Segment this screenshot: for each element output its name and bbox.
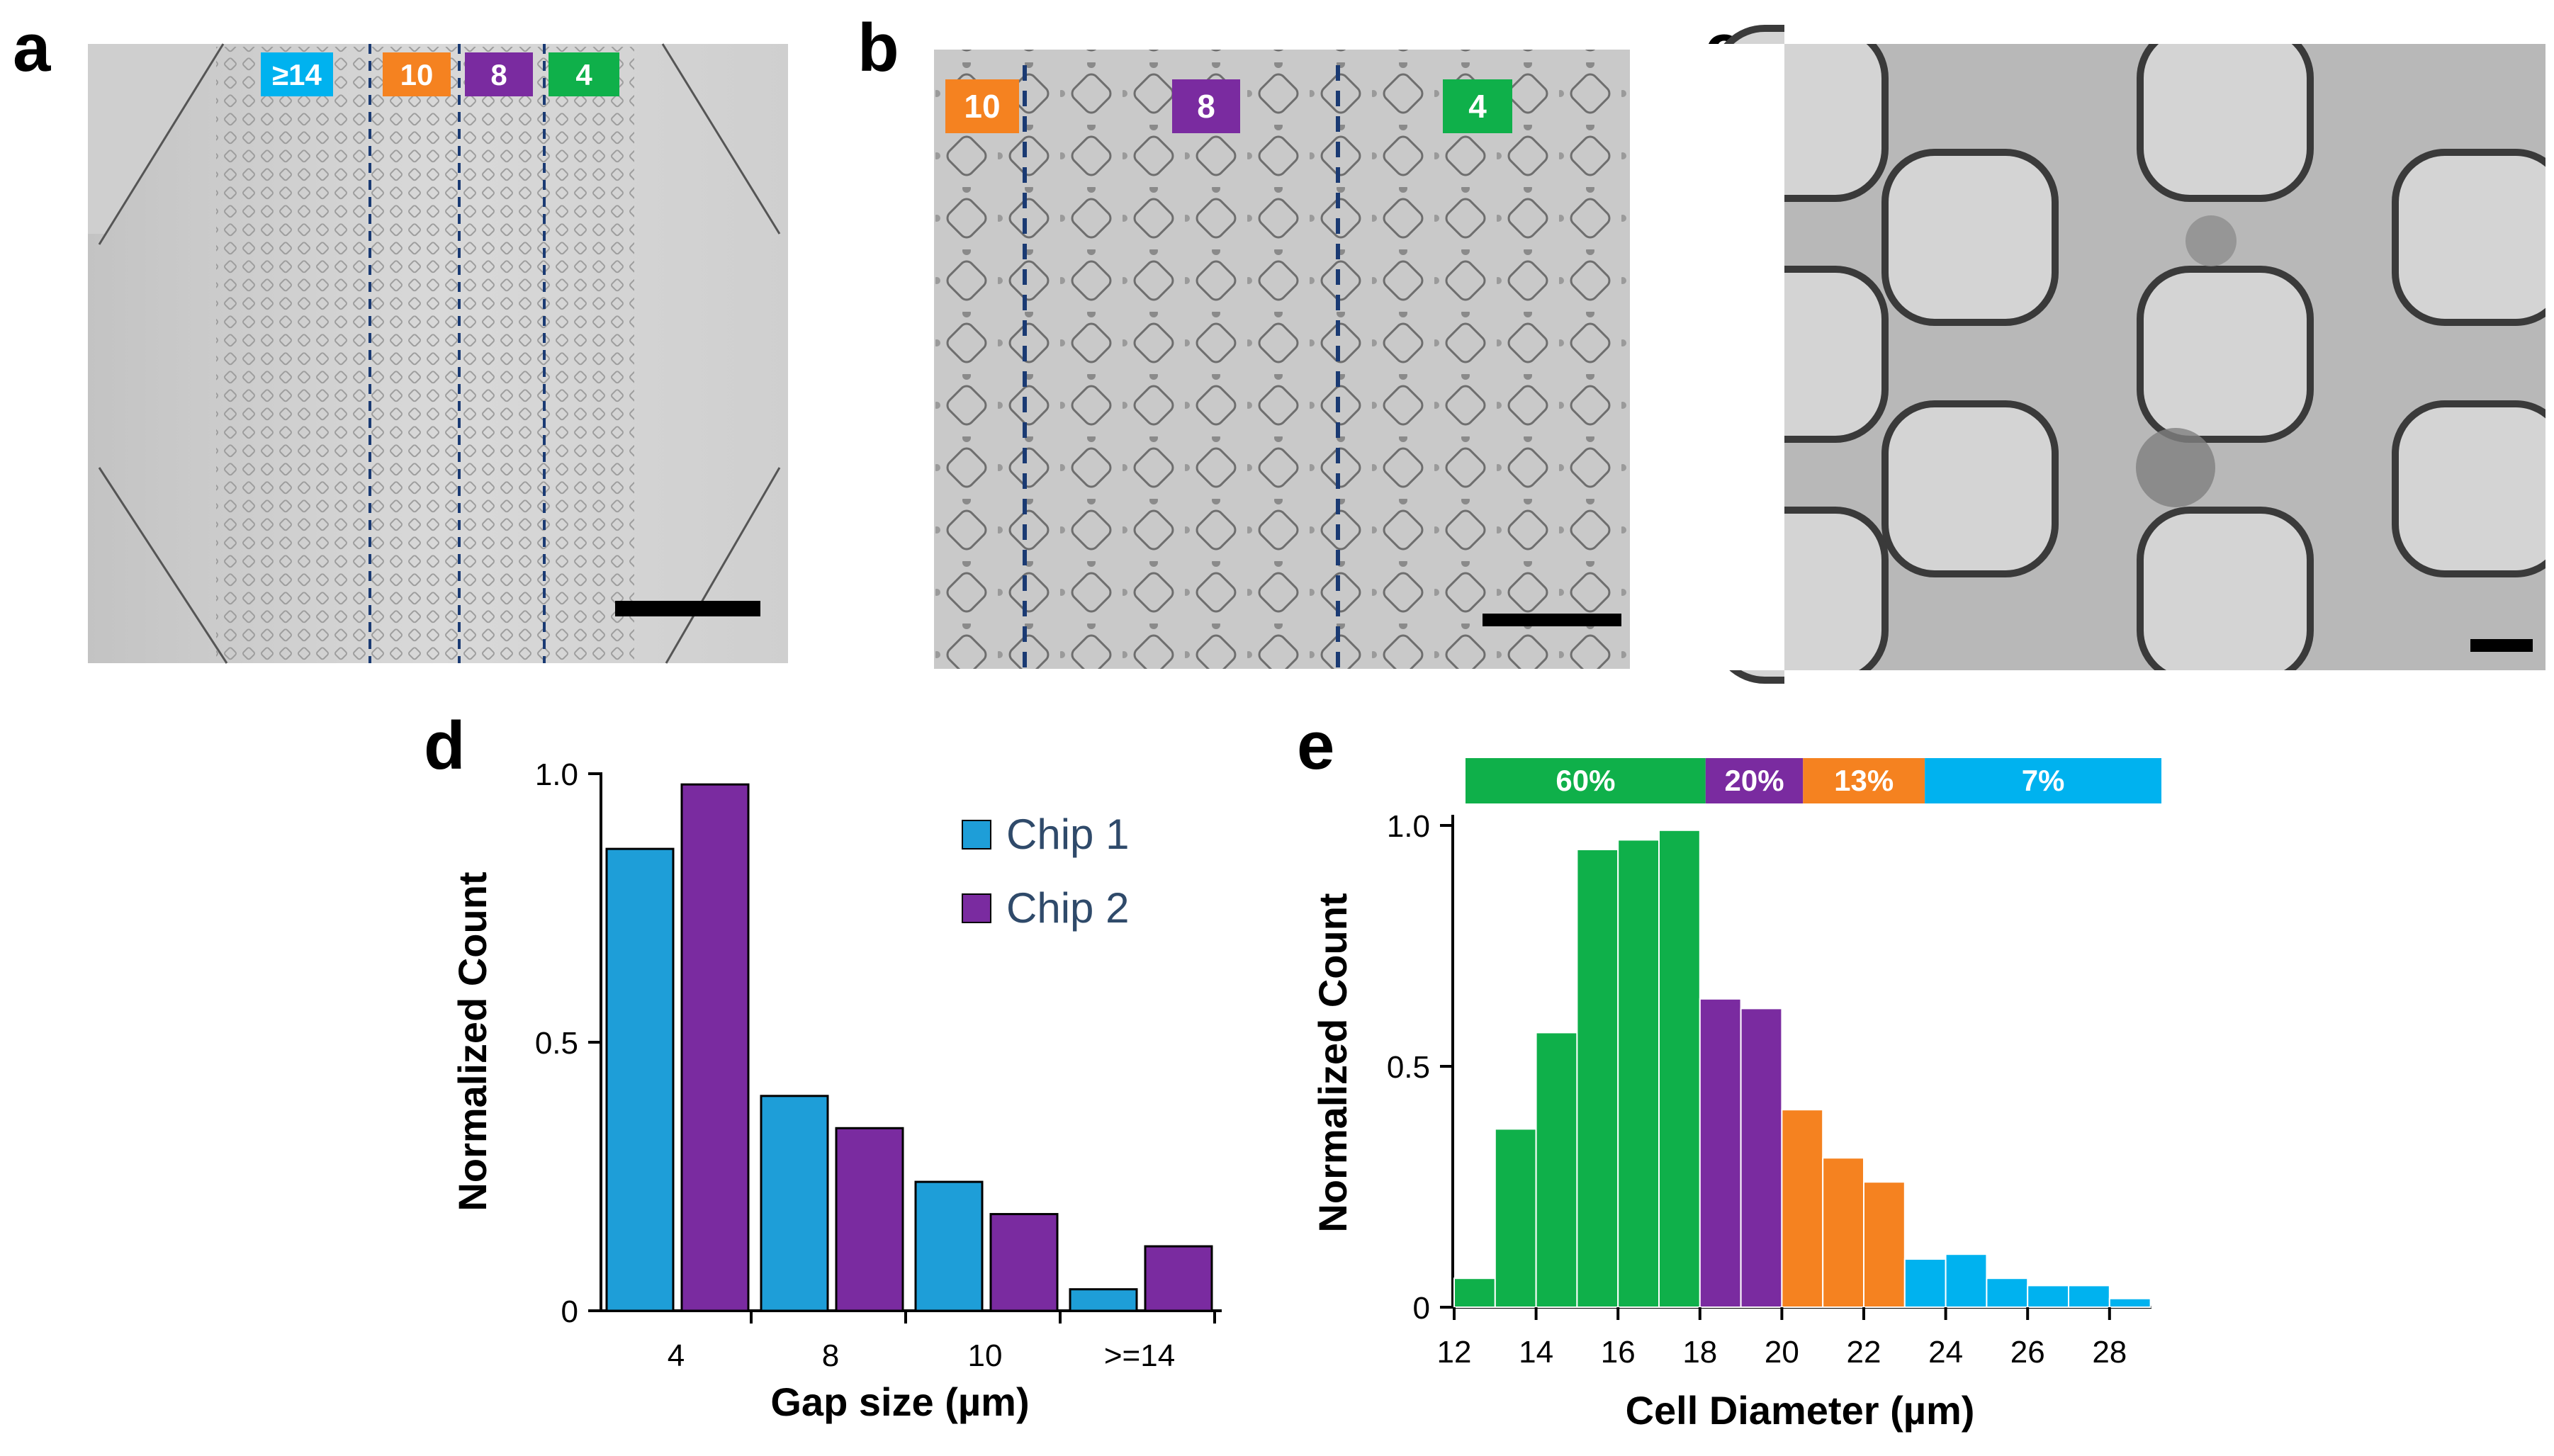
chart-e-xtick-label: 20 (1765, 1335, 1799, 1370)
badge-b-10: 10 (964, 88, 1000, 125)
chart-e-xtick-label: 14 (1519, 1335, 1553, 1370)
chart-e-bar-14 (2027, 1285, 2069, 1309)
micrograph-c (1630, 0, 2554, 713)
legend-label-chip1: Chip 1 (1006, 811, 1129, 858)
percent-segment-purple (1705, 758, 1804, 803)
chart-e-bar-13 (1986, 1277, 2029, 1308)
badge-a-14: ≥14 (272, 58, 322, 91)
chart-d-xtick-label: 4 (668, 1338, 685, 1373)
micrograph-a (88, 43, 788, 664)
chart-e-bar-3 (1576, 849, 1619, 1308)
chart-d-ytick-label: 1.0 (535, 757, 578, 792)
chart-d-bar-chip2-3 (1144, 1245, 1213, 1312)
chart-e-ytick-label: 0 (1413, 1291, 1430, 1326)
micrograph-a-badges: ≥14 10 8 4 (261, 52, 619, 96)
chart-e-xtick-label: 28 (2092, 1335, 2127, 1370)
legend-label-chip2: Chip 2 (1006, 884, 1129, 932)
chart-e-ytick-label: 0.5 (1387, 1050, 1430, 1085)
chart-e-bar-5 (1658, 829, 1701, 1309)
chart-e-bar-7 (1740, 1008, 1783, 1309)
chart-d-bar-chip2-2 (989, 1213, 1059, 1312)
chart-d-ytick-label: 0.5 (535, 1026, 578, 1061)
chart-d-bar-chip2-0 (680, 783, 750, 1312)
chart-e-xtick-label: 22 (1847, 1335, 1881, 1370)
badge-a-10: 10 (400, 58, 434, 91)
chart-d-bar-chip1-0 (605, 847, 675, 1312)
chart-e-bar-16 (2108, 1297, 2151, 1309)
badge-b-8: 8 (1197, 88, 1215, 125)
chart-d-bar-chip1-3 (1069, 1288, 1138, 1312)
percent-label-cyan: 7% (2022, 764, 2065, 797)
chart-d: Normalized Count Gap size (µm) Chip 1 Ch… (450, 757, 1222, 1424)
chart-e-bar-15 (2068, 1285, 2110, 1309)
chart-e-ylabel: Normalized Count (1310, 893, 1355, 1232)
chart-d-xtick-label: 8 (822, 1338, 839, 1373)
chart-e-xtick-label: 16 (1601, 1335, 1636, 1370)
chart-e-bar-12 (1945, 1253, 1988, 1308)
badge-a-4: 4 (575, 58, 592, 91)
chart-e-xtick-label: 24 (1928, 1335, 1963, 1370)
chart-e-bar-2 (1535, 1032, 1578, 1309)
chart-d-bar-chip1-2 (914, 1180, 984, 1312)
chart-e-bar-8 (1781, 1109, 1824, 1308)
chart-d-xlabel: Gap size (µm) (770, 1379, 1029, 1424)
chart-d-ylabel: Normalized Count (450, 871, 495, 1211)
micrograph-b (934, 50, 1638, 669)
percent-label-purple: 20% (1724, 764, 1784, 797)
chart-e: Normalized Count Cell Diameter (µm) 0 0.5… (1310, 758, 2161, 1433)
percent-label-green: 60% (1556, 764, 1615, 797)
chart-e-bar-0 (1453, 1277, 1496, 1308)
panel-label-b: b (857, 10, 899, 86)
chart-e-ytick-label: 1.0 (1387, 809, 1430, 844)
chart-e-xtick-label: 18 (1682, 1335, 1717, 1370)
chart-e-bar-9 (1822, 1157, 1864, 1308)
micrograph-b-badges: 10 8 4 (945, 79, 1512, 133)
chart-e-bar-1 (1494, 1128, 1537, 1309)
panel-label-d: d (424, 708, 466, 784)
chart-e-bar-10 (1863, 1181, 1906, 1308)
chart-e-bar-11 (1903, 1258, 1947, 1308)
percent-segment-green (1466, 758, 1706, 803)
chart-d-bar-chip2-1 (835, 1127, 904, 1312)
chart-d-xtick-label: >=14 (1104, 1338, 1175, 1373)
badge-a-8: 8 (490, 58, 507, 91)
chart-d-bar-chip1-1 (760, 1095, 829, 1312)
chart-e-xtick-label: 26 (2010, 1335, 2045, 1370)
badge-b-4: 4 (1468, 88, 1487, 125)
chart-d-ytick-label: 0 (561, 1294, 578, 1329)
legend-swatch-chip1 (962, 820, 991, 850)
panel-label-a: a (13, 10, 51, 86)
percent-segment-orange (1803, 758, 1925, 803)
chart-e-xtick-label: 12 (1437, 1335, 1472, 1370)
legend-swatch-chip2 (962, 893, 991, 923)
percent-segment-cyan (1925, 758, 2161, 803)
chart-d-xtick-label: 10 (968, 1338, 1003, 1373)
chart-e-bar-4 (1617, 839, 1660, 1308)
chart-e-bar-6 (1699, 998, 1742, 1309)
panel-label-e: e (1297, 708, 1334, 784)
percent-label-orange: 13% (1834, 764, 1894, 797)
chart-e-xlabel: Cell Diameter (µm) (1626, 1388, 1975, 1433)
